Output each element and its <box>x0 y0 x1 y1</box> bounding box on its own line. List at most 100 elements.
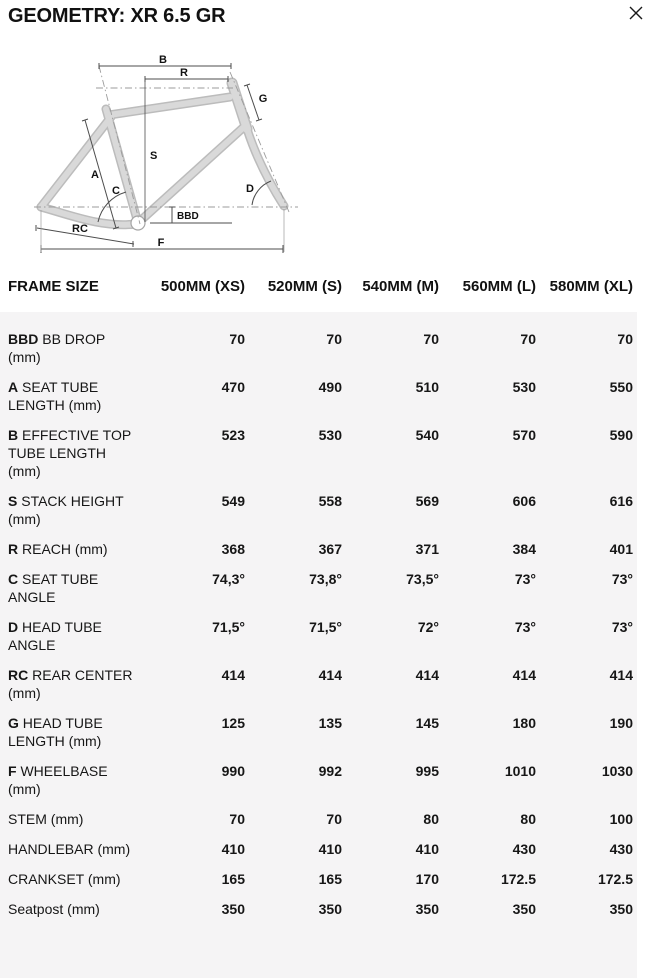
table-row: RC REAR CENTER (mm) 414 414 414 414 414 <box>0 654 637 702</box>
table-row: D HEAD TUBE ANGLE 71,5° 71,5° 72° 73° 73° <box>0 606 637 654</box>
row-label: F WHEELBASE (mm) <box>8 763 108 797</box>
dim-label-s: S <box>150 150 157 162</box>
cell-value: 71,5° <box>309 619 342 635</box>
cell-value: 73° <box>514 571 536 587</box>
dim-label-g: G <box>259 93 268 105</box>
cell-value: 401 <box>609 541 633 557</box>
column-header-size-2: 520MM (S) <box>267 278 342 295</box>
dim-label-f: F <box>158 237 165 249</box>
row-label: G HEAD TUBE LENGTH (mm) <box>8 715 103 749</box>
cell-value: 170 <box>415 871 439 887</box>
cell-value: 530 <box>318 427 342 443</box>
reference-lines <box>34 65 298 225</box>
row-label: HANDLEBAR (mm) <box>8 841 131 857</box>
bottom-bracket <box>130 215 146 231</box>
cell-value: 430 <box>609 841 633 857</box>
cell-value: 1030 <box>601 763 633 779</box>
row-label: RC REAR CENTER (mm) <box>8 667 133 701</box>
row-label: D HEAD TUBE ANGLE <box>8 619 102 653</box>
table-body: BBD BB DROP (mm) 70 70 70 70 70 A SEAT TUBE LENG… <box>0 312 637 978</box>
cell-value: 350 <box>415 901 439 917</box>
cell-value: 70 <box>423 331 439 347</box>
row-label: Seatpost (mm) <box>8 901 100 917</box>
table-row: B EFFECTIVE TOP TUBE LENGTH (mm) 523 530 540 5… <box>0 414 637 480</box>
cell-value: 70 <box>229 811 245 827</box>
cell-value: 616 <box>609 493 633 509</box>
dim-label-b: B <box>159 54 167 66</box>
cell-value: 490 <box>318 379 342 395</box>
cell-value: 74,3° <box>212 571 245 587</box>
cell-value: 350 <box>318 901 342 917</box>
cell-value: 70 <box>520 331 536 347</box>
cell-value: 384 <box>512 541 536 557</box>
cell-value: 414 <box>512 667 536 683</box>
close-button[interactable] <box>625 2 647 24</box>
cell-value: 71,5° <box>212 619 245 635</box>
table-header-row: FRAME SIZE 500MM (XS) 520MM (S) 540MM (M) 5… <box>0 270 647 312</box>
dim-label-d: D <box>246 183 254 195</box>
cell-value: 70 <box>617 331 633 347</box>
row-label: B EFFECTIVE TOP TUBE LENGTH (mm) <box>8 427 132 479</box>
cell-value: 72° <box>417 619 439 635</box>
cell-value: 414 <box>415 667 439 683</box>
row-label: BBD BB DROP (mm) <box>8 331 106 365</box>
table-row: C SEAT TUBE ANGLE 74,3° 73,8° 73,5° 73° 73° <box>0 558 637 606</box>
cell-value: 368 <box>221 541 245 557</box>
table-row: A SEAT TUBE LENGTH (mm) 470 490 510 530 550 <box>0 366 637 414</box>
row-label: C SEAT TUBE ANGLE <box>8 571 99 605</box>
close-icon <box>629 6 643 20</box>
cell-value: 73° <box>514 619 536 635</box>
cell-value: 73° <box>611 571 633 587</box>
cell-value: 100 <box>609 811 633 827</box>
geometry-table: FRAME SIZE 500MM (XS) 520MM (S) 540MM (M) 5… <box>0 270 647 978</box>
table-row: STEM (mm) 70 70 80 80 100 <box>0 798 637 828</box>
row-label: S STACK HEIGHT (mm) <box>8 493 124 527</box>
cell-value: 80 <box>520 811 536 827</box>
cell-value: 350 <box>221 901 245 917</box>
cell-value: 371 <box>415 541 439 557</box>
dim-label-r: R <box>180 67 188 79</box>
table-row: R REACH (mm) 368 367 371 384 401 <box>0 528 637 558</box>
dim-label-c: C <box>112 185 120 197</box>
cell-value: 430 <box>512 841 536 857</box>
cell-value: 558 <box>318 493 342 509</box>
cell-value: 606 <box>512 493 536 509</box>
dim-label-bbd: BBD <box>177 211 199 222</box>
cell-value: 190 <box>609 715 633 731</box>
table-row: HANDLEBAR (mm) 410 410 410 430 430 <box>0 828 637 858</box>
cell-value: 414 <box>609 667 633 683</box>
cell-value: 414 <box>221 667 245 683</box>
cell-value: 70 <box>326 331 342 347</box>
cell-value: 73,8° <box>309 571 342 587</box>
cell-value: 410 <box>221 841 245 857</box>
cell-value: 73° <box>611 619 633 635</box>
column-header-size-3: 540MM (M) <box>362 278 439 295</box>
cell-value: 992 <box>318 763 342 779</box>
cell-value: 549 <box>221 493 245 509</box>
row-label: A SEAT TUBE LENGTH (mm) <box>8 379 102 413</box>
cell-value: 350 <box>609 901 633 917</box>
table-row: S STACK HEIGHT (mm) 549 558 569 606 616 <box>0 480 637 528</box>
cell-value: 569 <box>415 493 439 509</box>
column-header-size-4: 560MM (L) <box>462 278 536 295</box>
cell-value: 1010 <box>504 763 536 779</box>
table-row: BBD BB DROP (mm) 70 70 70 70 70 <box>0 318 637 366</box>
cell-value: 990 <box>221 763 245 779</box>
cell-value: 510 <box>415 379 439 395</box>
page-title: GEOMETRY: XR 6.5 GR <box>8 5 226 27</box>
frame-tubes <box>38 79 287 228</box>
table-row: G HEAD TUBE LENGTH (mm) 125 135 145 180 190 <box>0 702 637 750</box>
cell-value: 165 <box>221 871 245 887</box>
cell-value: 410 <box>415 841 439 857</box>
column-header-size-1: 500MM (XS) <box>160 278 245 295</box>
cell-value: 165 <box>318 871 342 887</box>
cell-value: 367 <box>318 541 342 557</box>
column-header-size-5: 580MM (XL) <box>549 278 633 295</box>
dim-label-rc: RC <box>72 223 88 235</box>
cell-value: 523 <box>221 427 245 443</box>
row-label: STEM (mm) <box>8 811 84 827</box>
dimension-lines <box>35 63 285 253</box>
cell-value: 135 <box>318 715 342 731</box>
cell-value: 414 <box>318 667 342 683</box>
